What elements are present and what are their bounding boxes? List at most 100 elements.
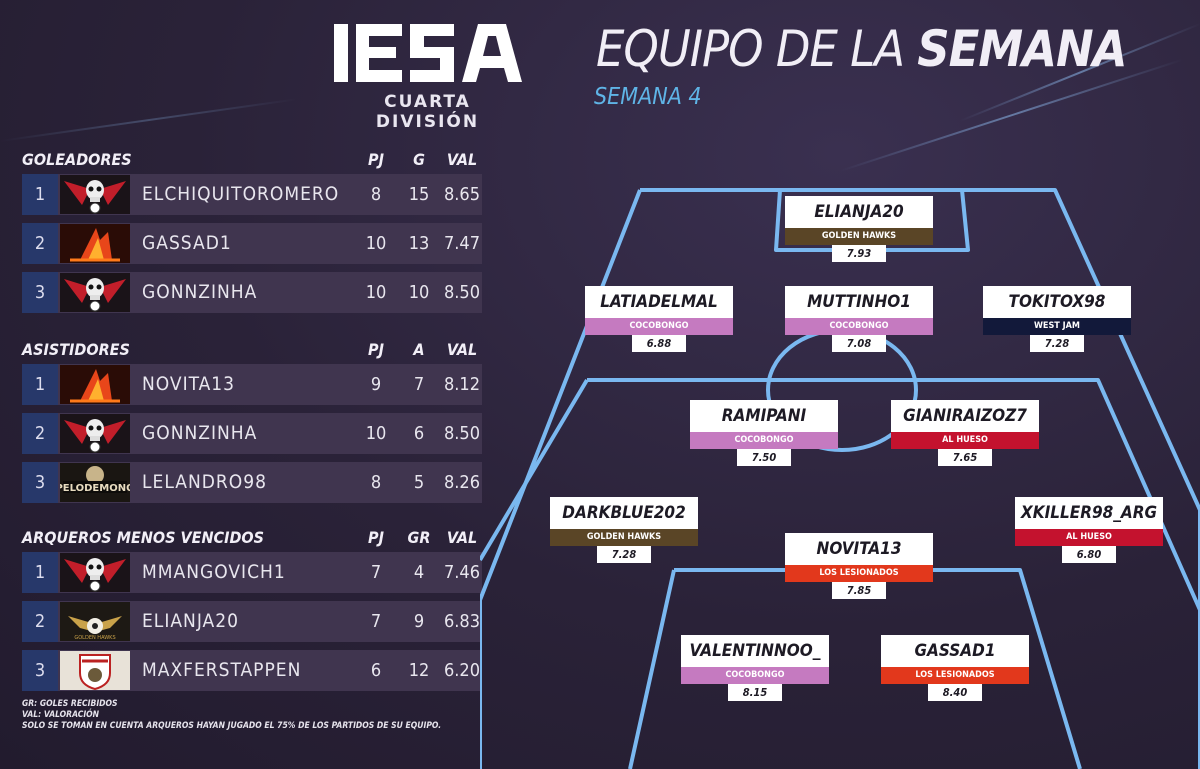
- stat-value: 9: [413, 611, 425, 632]
- player-card: VALENTINNOO_ COCOBONGO 8.15: [681, 635, 829, 701]
- table-row: 3 MAXFERSTAPPEN 6 12 6.20: [22, 650, 482, 691]
- svg-text:GOLDEN HAWKS: GOLDEN HAWKS: [74, 635, 115, 641]
- player-card-name: GIANIRAIZOZ7: [891, 400, 1039, 432]
- hawk-badge-icon: GOLDEN HAWKS: [60, 602, 130, 641]
- player-card-name: LATIADELMAL: [585, 286, 733, 318]
- footnote-gr: GR: GOLES RECIBIDOS: [22, 699, 118, 709]
- player-card-team: AL HUESO: [891, 432, 1039, 449]
- football-pitch: [480, 188, 1200, 769]
- table-row: 2 GASSAD1 10 13 7.47: [22, 223, 482, 264]
- player-card-rating: 8.40: [928, 684, 982, 701]
- col-pj: PJ: [368, 528, 384, 547]
- scorers-header: GOLEADORES PJ G VAL: [22, 148, 482, 170]
- top-goal-area: [774, 188, 970, 252]
- rank-number: 3: [22, 650, 58, 691]
- rank-number: 2: [22, 223, 58, 264]
- table-row: 1 MMANGOVICH1 7 4 7.46: [22, 552, 482, 593]
- matches-played: 9: [370, 374, 382, 395]
- player-name: NOVITA13: [142, 373, 236, 395]
- keepers-title: ARQUEROS MENOS VENCIDOS: [22, 528, 264, 547]
- table-row: 3PELODEMONO LELANDRO98 8 5 8.26: [22, 462, 482, 503]
- rating-value: 7.46: [443, 562, 481, 583]
- rating-value: 8.50: [443, 423, 481, 444]
- player-card-rating: 7.08: [832, 335, 886, 352]
- player-card-name: DARKBLUE202: [550, 497, 698, 529]
- col-pj: PJ: [368, 150, 384, 169]
- halfway-line-right: [587, 378, 1200, 611]
- col-g: G: [413, 150, 425, 169]
- iesa-logo-icon: [334, 24, 522, 82]
- rank-number: 2: [22, 601, 58, 642]
- table-row: 2 GOLDEN HAWKS ELIANJA20 7 9 6.83: [22, 601, 482, 642]
- player-card-team: GOLDEN HAWKS: [785, 228, 933, 245]
- rating-value: 8.12: [443, 374, 481, 395]
- player-name: MAXFERSTAPPEN: [142, 659, 302, 681]
- col-val: VAL: [446, 340, 478, 359]
- pelodemono-badge-icon: PELODEMONO: [55, 463, 135, 502]
- player-card-rating: 6.88: [632, 335, 686, 352]
- player-card: GIANIRAIZOZ7 AL HUESO 7.65: [891, 400, 1039, 466]
- table-row: 1 ELCHIQUITOROMERO 8 15 8.65: [22, 174, 482, 215]
- week-label: SEMANA 4: [594, 84, 702, 110]
- matches-played: 7: [370, 611, 382, 632]
- player-name: ELCHIQUITOROMERO: [142, 183, 340, 205]
- player-card-rating: 7.65: [938, 449, 992, 466]
- rank-number: 3: [22, 462, 58, 503]
- stat-value: 13: [408, 233, 430, 254]
- player-card: ELIANJA20 GOLDEN HAWKS 7.93: [785, 196, 933, 262]
- col-val: VAL: [446, 150, 478, 169]
- player-card-name: NOVITA13: [785, 533, 933, 565]
- player-card-team: COCOBONGO: [785, 318, 933, 335]
- player-name: GONNZINHA: [142, 422, 258, 444]
- stat-value: 5: [413, 472, 425, 493]
- table-row: 2 GONNZINHA 10 6 8.50: [22, 413, 482, 454]
- skull-badge-icon: [60, 175, 130, 214]
- halfway-line-left: [480, 378, 589, 562]
- player-card-rating: 7.50: [737, 449, 791, 466]
- player-name: LELANDRO98: [142, 471, 267, 493]
- player-card-team: AL HUESO: [1015, 529, 1163, 546]
- player-card-team: WEST JAM: [983, 318, 1131, 335]
- player-card: XKILLER98_ARG AL HUESO 6.80: [1015, 497, 1163, 563]
- player-card-name: TOKITOX98: [983, 286, 1131, 318]
- player-card-name: VALENTINNOO_: [681, 635, 829, 667]
- rating-value: 6.83: [443, 611, 481, 632]
- player-card-team: LOS LESIONADOS: [881, 667, 1029, 684]
- player-card-name: RAMIPANI: [690, 400, 838, 432]
- player-card: LATIADELMAL COCOBONGO 6.88: [585, 286, 733, 352]
- matches-played: 8: [370, 472, 382, 493]
- rank-number: 2: [22, 413, 58, 454]
- player-card-name: MUTTINHO1: [785, 286, 933, 318]
- player-name: GONNZINHA: [142, 281, 258, 303]
- fire-badge-icon: [60, 224, 130, 263]
- rating-value: 8.65: [443, 184, 481, 205]
- player-card-team: COCOBONGO: [681, 667, 829, 684]
- player-card: MUTTINHO1 COCOBONGO 7.08: [785, 286, 933, 352]
- player-card-name: XKILLER98_ARG: [1015, 497, 1163, 529]
- title-bold: SEMANA: [917, 20, 1127, 78]
- col-a: A: [413, 340, 425, 359]
- skull-badge-icon: [60, 553, 130, 592]
- rank-number: 1: [22, 174, 58, 215]
- skull-badge-icon: [60, 414, 130, 453]
- player-card-rating: 8.15: [728, 684, 782, 701]
- player-card-team: COCOBONGO: [585, 318, 733, 335]
- footnote-val: VAL: VALORACIÓN: [22, 710, 100, 720]
- matches-played: 10: [365, 233, 387, 254]
- col-val: VAL: [446, 528, 478, 547]
- table-row: 3 GONNZINHA 10 10 8.50: [22, 272, 482, 313]
- scorers-title: GOLEADORES: [22, 150, 132, 169]
- footnotes: GR: GOLES RECIBIDOS VAL: VALORACIÓN SOLO…: [22, 699, 441, 732]
- page-title: EQUIPO DE LA SEMANA: [596, 20, 1127, 78]
- player-name: MMANGOVICH1: [142, 561, 286, 583]
- division-label: CUARTA DIVISIÓN: [375, 92, 480, 132]
- player-card: TOKITOX98 WEST JAM 7.28: [983, 286, 1131, 352]
- player-card-rating: 7.28: [597, 546, 651, 563]
- table-row: 1 NOVITA13 9 7 8.12: [22, 364, 482, 405]
- matches-played: 10: [365, 423, 387, 444]
- matches-played: 10: [365, 282, 387, 303]
- player-card-name: ELIANJA20: [785, 196, 933, 228]
- player-card-name: GASSAD1: [881, 635, 1029, 667]
- rating-value: 8.26: [443, 472, 481, 493]
- stat-value: 6: [413, 423, 425, 444]
